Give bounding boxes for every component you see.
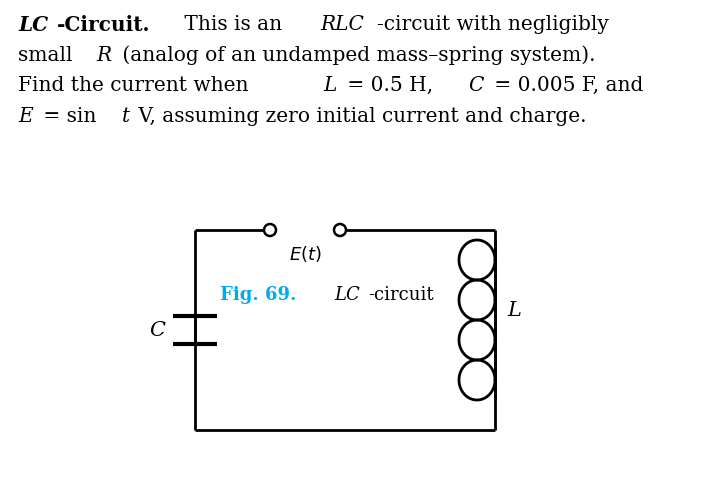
Text: LC: LC bbox=[18, 15, 48, 35]
Text: L: L bbox=[323, 76, 337, 95]
Text: -circuit with negligibly: -circuit with negligibly bbox=[377, 15, 608, 34]
Text: = sin: = sin bbox=[37, 107, 103, 125]
Text: small: small bbox=[18, 46, 79, 65]
Circle shape bbox=[264, 224, 276, 236]
Text: = 0.5 H,: = 0.5 H, bbox=[341, 76, 439, 95]
Text: LC: LC bbox=[335, 286, 360, 304]
Text: Find the current when: Find the current when bbox=[18, 76, 255, 95]
Text: L: L bbox=[507, 300, 521, 319]
Circle shape bbox=[334, 224, 346, 236]
Text: (analog of an undamped mass–spring system).: (analog of an undamped mass–spring syste… bbox=[116, 46, 595, 65]
Text: -circuit: -circuit bbox=[368, 286, 434, 304]
Text: V, assuming zero initial current and charge.: V, assuming zero initial current and cha… bbox=[133, 107, 587, 125]
Text: $E(t)$: $E(t)$ bbox=[289, 244, 321, 264]
Text: R: R bbox=[96, 46, 112, 65]
Text: -Circuit.: -Circuit. bbox=[57, 15, 150, 35]
Text: t: t bbox=[122, 107, 130, 125]
Text: Fig. 69.: Fig. 69. bbox=[220, 286, 309, 304]
Text: RLC: RLC bbox=[320, 15, 364, 34]
Text: E: E bbox=[18, 107, 33, 125]
Text: C: C bbox=[468, 76, 484, 95]
Text: = 0.005 F, and: = 0.005 F, and bbox=[488, 76, 643, 95]
Text: This is an: This is an bbox=[178, 15, 288, 34]
Text: C: C bbox=[149, 320, 165, 340]
